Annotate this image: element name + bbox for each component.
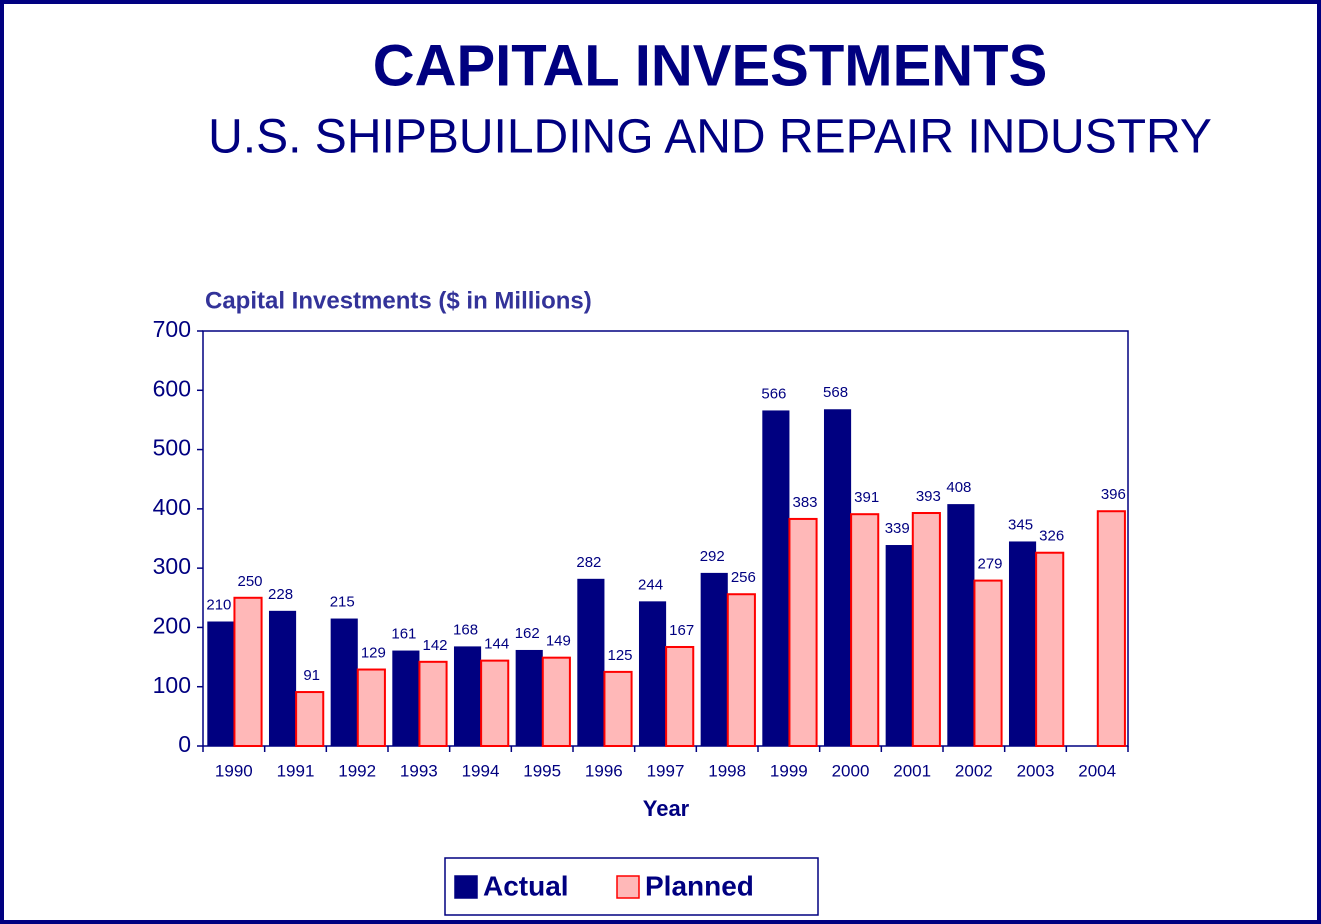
x-tick-label: 2001	[893, 761, 931, 780]
chart-title: CAPITAL INVESTMENTS	[373, 33, 1048, 98]
value-label: 244	[638, 576, 663, 593]
x-tick-label: 2002	[955, 761, 993, 780]
value-label: 250	[238, 573, 263, 590]
x-tick-label: 1995	[523, 761, 561, 780]
legend-swatch	[454, 875, 478, 899]
value-label: 393	[916, 488, 941, 505]
value-label: 167	[669, 622, 694, 639]
bar	[700, 572, 728, 746]
value-label: 282	[576, 554, 601, 571]
x-tick-label: 1998	[708, 761, 746, 780]
value-label: 91	[303, 667, 320, 684]
bar	[541, 656, 571, 748]
value-label: 345	[1008, 516, 1033, 533]
value-label: 408	[946, 479, 971, 496]
bar	[418, 660, 448, 747]
y-tick-label: 700	[153, 316, 191, 342]
bar	[233, 596, 263, 747]
bar	[885, 545, 913, 746]
bar	[850, 513, 880, 748]
value-label: 228	[268, 586, 293, 603]
value-label: 566	[761, 385, 786, 402]
value-label: 168	[453, 621, 478, 638]
bar	[577, 578, 605, 746]
x-tick-label: 1990	[215, 761, 253, 780]
value-label: 125	[608, 647, 633, 664]
y-tick-label: 400	[153, 494, 191, 520]
x-tick-label: 1991	[277, 761, 315, 780]
value-label: 339	[885, 520, 910, 537]
bar	[392, 650, 420, 746]
legend-swatch	[616, 875, 640, 899]
y-axis-title: Capital Investments ($ in Millions)	[205, 287, 592, 314]
bar	[330, 618, 358, 746]
value-label: 161	[391, 626, 416, 643]
value-label: 391	[854, 489, 879, 506]
value-label: 326	[1039, 528, 1064, 545]
bar	[480, 659, 510, 748]
x-tick-label: 1993	[400, 761, 438, 780]
bar	[762, 410, 790, 746]
x-axis-title: Year	[643, 796, 690, 821]
value-label: 210	[206, 596, 231, 613]
bar	[603, 670, 633, 748]
bar	[1008, 541, 1037, 746]
bar	[973, 579, 1003, 747]
bar	[726, 593, 756, 747]
y-tick-label: 200	[153, 613, 191, 639]
x-tick-label: 1996	[585, 761, 623, 780]
bar	[1096, 510, 1126, 747]
legend-label: Planned	[645, 870, 754, 901]
x-tick-label: 1994	[462, 761, 500, 780]
bar	[515, 649, 543, 746]
value-label: 256	[731, 569, 756, 586]
bar	[453, 646, 482, 746]
x-tick-label: 2003	[1017, 761, 1055, 780]
bar	[356, 668, 386, 747]
value-label: 144	[484, 636, 509, 653]
value-label: 142	[423, 637, 448, 654]
y-tick-label: 500	[153, 435, 191, 461]
value-label: 162	[515, 625, 540, 642]
value-label: 383	[793, 494, 818, 511]
y-tick-label: 100	[153, 672, 191, 698]
x-tick-label: 1992	[338, 761, 376, 780]
bar	[665, 645, 695, 747]
bar	[911, 512, 941, 747]
bar	[947, 504, 975, 746]
y-tick-label: 300	[153, 553, 191, 579]
value-label: 149	[546, 633, 571, 650]
x-tick-label: 1999	[770, 761, 808, 780]
x-tick-label: 2000	[832, 761, 870, 780]
value-label: 568	[823, 384, 848, 401]
value-label: 292	[700, 548, 725, 565]
y-tick-label: 0	[178, 731, 191, 757]
y-tick-label: 600	[153, 375, 191, 401]
legend-label: Actual	[483, 870, 569, 901]
bar	[207, 621, 235, 746]
x-tick-label: 2004	[1078, 761, 1116, 780]
chart-subtitle: U.S. SHIPBUILDING AND REPAIR INDUSTRY	[208, 111, 1212, 164]
value-label: 279	[978, 556, 1003, 573]
value-label: 215	[330, 594, 355, 611]
value-label: 129	[361, 644, 386, 661]
bar	[638, 601, 667, 746]
bar	[295, 691, 325, 747]
bar	[268, 610, 297, 746]
value-label: 396	[1101, 486, 1126, 503]
bar	[823, 409, 852, 746]
x-tick-label: 1997	[647, 761, 685, 780]
bar	[1035, 551, 1065, 747]
bar	[788, 517, 818, 748]
